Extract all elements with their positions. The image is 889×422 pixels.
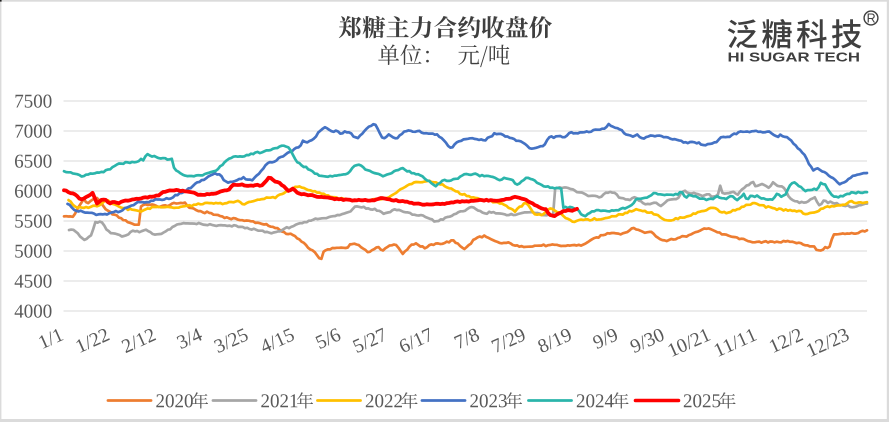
svg-text:HI SUGAR TECH: HI SUGAR TECH — [728, 50, 861, 65]
svg-text:R: R — [867, 12, 876, 26]
